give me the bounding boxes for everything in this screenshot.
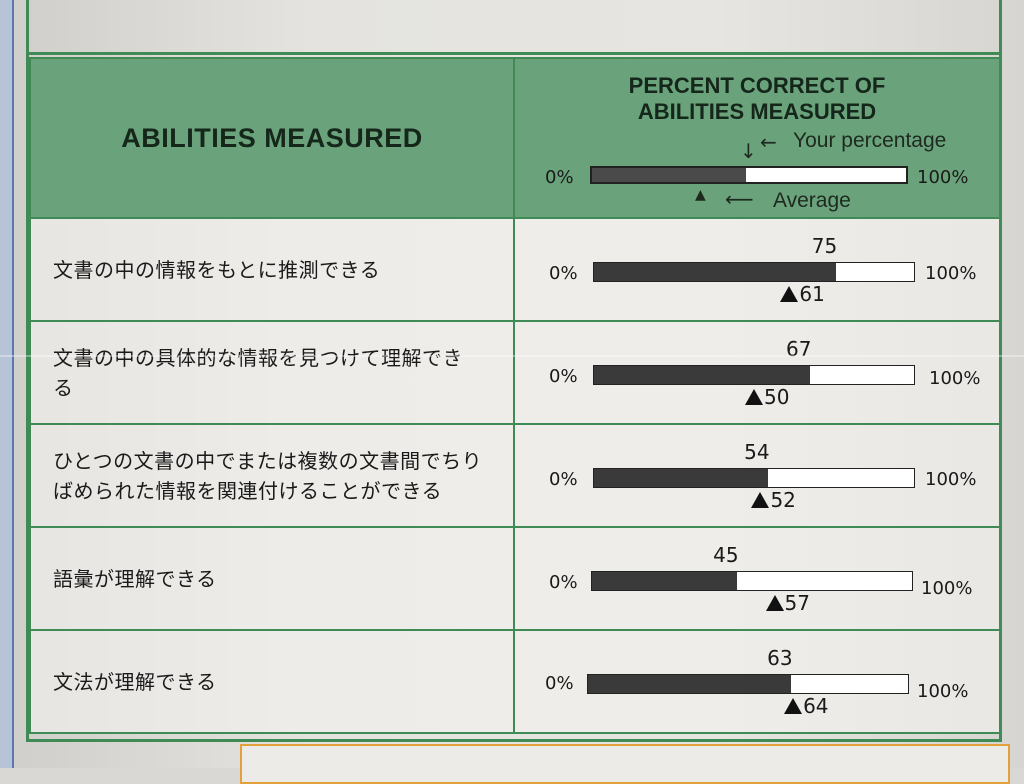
- row-zero-percent: 0%: [545, 673, 574, 694]
- table-header-row: ABILITIES MEASURED PERCENT CORRECT OF AB…: [29, 57, 1001, 219]
- ability-bar-group: 0% 100% 75 61: [515, 219, 999, 320]
- row-hundred-percent: 100%: [917, 681, 969, 702]
- ability-label: 文法が理解できる: [29, 629, 515, 734]
- ability-bar-cell: 0% 100% 54 52: [513, 423, 1001, 528]
- percent-bar: [593, 262, 915, 282]
- ability-bar-group: 0% 100% 54 52: [515, 425, 999, 526]
- average-marker: 52: [751, 488, 796, 512]
- your-percentage-fill: [594, 469, 768, 487]
- average-value: 50: [764, 385, 790, 409]
- ability-bar-cell: 0% 100% 75 61: [513, 217, 1001, 322]
- ability-label: 語彙が理解できる: [29, 526, 515, 631]
- header-right-cell: PERCENT CORRECT OF ABILITIES MEASURED ↓ …: [513, 57, 1001, 219]
- table-row: 文書の中の具体的な情報を見つけて理解できる 0% 100% 67 50: [29, 320, 1001, 425]
- table-row: 語彙が理解できる 0% 100% 45 57: [29, 526, 1001, 631]
- percent-correct-heading-line1: PERCENT CORRECT OF: [628, 73, 886, 98]
- average-value: 57: [784, 591, 810, 615]
- percent-correct-heading: PERCENT CORRECT OF ABILITIES MEASURED: [515, 73, 999, 125]
- your-percentage-arrow-icon: ↓: [740, 139, 757, 163]
- ability-bar-group: 0% 100% 67 50: [515, 322, 999, 423]
- percent-bar: [591, 571, 913, 591]
- average-triangle-icon: [780, 286, 799, 302]
- average-value: 61: [799, 282, 825, 306]
- row-hundred-percent: 100%: [921, 578, 973, 599]
- table-row: 文書の中の情報をもとに推測できる 0% 100% 75 61: [29, 217, 1001, 322]
- ability-bar-cell: 0% 100% 45 57: [513, 526, 1001, 631]
- row-zero-percent: 0%: [549, 263, 578, 284]
- average-leader-icon: ⟵: [725, 187, 754, 211]
- average-marker: 61: [780, 282, 825, 306]
- top-divider: [26, 52, 1002, 55]
- abilities-table: ABILITIES MEASURED PERCENT CORRECT OF AB…: [29, 57, 1001, 734]
- average-triangle-icon: [765, 595, 784, 611]
- ability-bar-cell: 0% 100% 63 64: [513, 629, 1001, 734]
- average-legend: Average: [773, 189, 851, 212]
- next-section-box: [240, 744, 1010, 784]
- row-hundred-percent: 100%: [925, 469, 977, 490]
- average-triangle-icon: [751, 492, 770, 508]
- legend-bar-fill: [592, 168, 746, 182]
- your-percentage-fill: [592, 572, 737, 590]
- average-value: 52: [770, 488, 796, 512]
- row-zero-percent: 0%: [549, 366, 578, 387]
- average-marker: 50: [745, 386, 789, 408]
- row-zero-percent: 0%: [549, 469, 578, 490]
- table-row: ひとつの文書の中でまたは複数の文書間でちりばめられた情報を関連付けることができる…: [29, 423, 1001, 528]
- average-marker: 64: [784, 694, 829, 718]
- your-percentage-fill: [594, 366, 810, 384]
- average-triangle-icon: ▲: [695, 187, 706, 203]
- your-percentage-value: 54: [744, 440, 770, 464]
- ability-bar-cell: 0% 100% 67 50: [513, 320, 1001, 425]
- header-left-cell: ABILITIES MEASURED: [29, 57, 515, 219]
- ability-bar-group: 0% 100% 63 64: [515, 631, 999, 732]
- left-edge-strip: [0, 0, 14, 768]
- report-frame: [26, 0, 1002, 742]
- your-percentage-legend: Your percentage: [793, 129, 947, 152]
- ability-bar-group: 0% 100% 45 57: [515, 528, 999, 629]
- row-hundred-percent: 100%: [929, 368, 981, 389]
- average-marker: 57: [765, 591, 810, 615]
- average-value: 64: [803, 694, 829, 718]
- your-percentage-value: 63: [767, 646, 793, 670]
- your-percentage-leader-icon: ←: [760, 130, 777, 154]
- percent-bar: [593, 365, 915, 385]
- percent-bar: [593, 468, 915, 488]
- row-zero-percent: 0%: [549, 572, 578, 593]
- abilities-measured-heading: ABILITIES MEASURED: [121, 122, 423, 153]
- legend-bar: [590, 166, 908, 184]
- your-percentage-fill: [588, 675, 791, 693]
- your-percentage-value: 75: [811, 234, 838, 258]
- row-hundred-percent: 100%: [925, 263, 977, 284]
- your-percentage-fill: [594, 263, 836, 281]
- paper-fold-line: [0, 355, 1024, 357]
- average-triangle-icon: [745, 389, 763, 405]
- table-row: 文法が理解できる 0% 100% 63 64: [29, 629, 1001, 734]
- legend-zero-percent: 0%: [545, 167, 574, 188]
- your-percentage-value: 45: [713, 543, 739, 567]
- ability-label: 文書の中の情報をもとに推測できる: [29, 217, 515, 322]
- legend-hundred-percent: 100%: [917, 167, 969, 188]
- percent-bar: [587, 674, 909, 694]
- percent-correct-heading-line2: ABILITIES MEASURED: [637, 99, 877, 124]
- average-triangle-icon: [784, 698, 803, 714]
- ability-label: 文書の中の具体的な情報を見つけて理解できる: [29, 320, 515, 425]
- your-percentage-value: 67: [786, 337, 812, 361]
- legend-panel: PERCENT CORRECT OF ABILITIES MEASURED ↓ …: [515, 59, 999, 217]
- ability-label: ひとつの文書の中でまたは複数の文書間でちりばめられた情報を関連付けることができる: [29, 423, 515, 528]
